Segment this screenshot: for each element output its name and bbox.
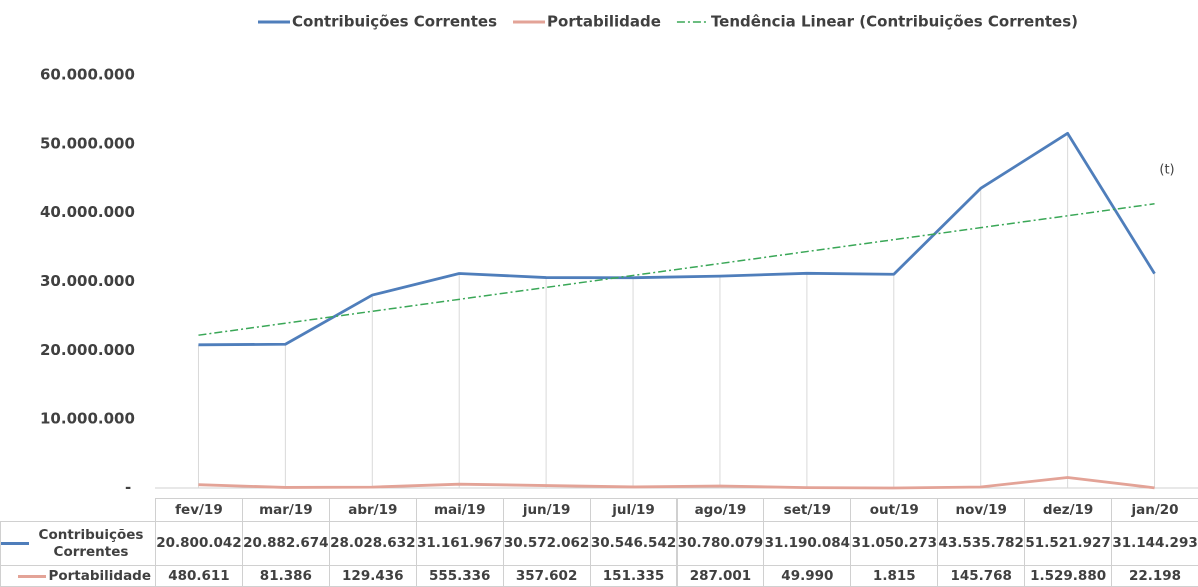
table-header: ago/19 xyxy=(676,498,765,522)
legend-label: Contribuições Correntes xyxy=(292,13,497,31)
legend-item: Contribuições Correntes xyxy=(258,13,497,31)
table-header: mar/19 xyxy=(241,498,330,522)
series-line xyxy=(198,203,1155,336)
y-tick-label: 10.000.000 xyxy=(40,410,135,428)
row-swatch xyxy=(1,542,29,545)
y-tick-label: 40.000.000 xyxy=(40,203,135,221)
y-tick-label: - xyxy=(125,479,131,497)
table-value: 1.529.880 xyxy=(1024,565,1113,587)
table-value: 31.050.273 xyxy=(850,521,939,566)
table-value: 28.028.632 xyxy=(328,521,417,566)
table-value: 30.780.079 xyxy=(676,521,765,566)
table-value: 20.882.674 xyxy=(241,521,330,566)
table-header: jan/20 xyxy=(1111,498,1198,522)
table-header: out/19 xyxy=(850,498,939,522)
table-value: 31.161.967 xyxy=(415,521,504,566)
table-value: 20.800.042 xyxy=(155,521,243,566)
legend-item: Portabilidade xyxy=(513,13,661,31)
table-value: 81.386 xyxy=(241,565,330,587)
row-label: Contribuições Correntes xyxy=(0,521,156,566)
table-header: abr/19 xyxy=(328,498,417,522)
table-value: 357.602 xyxy=(502,565,591,587)
table-header: jul/19 xyxy=(589,498,678,522)
table-value: 1.815 xyxy=(850,565,939,587)
table-value: 30.572.062 xyxy=(502,521,591,566)
annotation: (t) xyxy=(1159,163,1174,178)
table-value: 287.001 xyxy=(676,565,765,587)
row-label: Portabilidade xyxy=(0,565,156,587)
y-tick-label: 50.000.000 xyxy=(40,134,135,152)
table-header: nov/19 xyxy=(937,498,1026,522)
table-value: 129.436 xyxy=(328,565,417,587)
row-label-text: Contribuições Correntes xyxy=(38,526,144,560)
legend-label: Tendência Linear (Contribuições Corrente… xyxy=(711,13,1078,31)
series-line xyxy=(198,476,1155,490)
table-header: jun/19 xyxy=(502,498,591,522)
table-header: dez/19 xyxy=(1024,498,1113,522)
row-label-text: Portabilidade xyxy=(48,567,151,584)
table-header: set/19 xyxy=(763,498,852,522)
table-header: fev/19 xyxy=(155,498,243,522)
table-value: 480.611 xyxy=(155,565,243,587)
table-value: 43.535.782 xyxy=(937,521,1026,566)
table-value: 555.336 xyxy=(415,565,504,587)
table-value: 151.335 xyxy=(589,565,678,587)
table-value: 31.190.084 xyxy=(763,521,852,566)
y-tick-label: 60.000.000 xyxy=(40,66,135,84)
y-tick-label: 20.000.000 xyxy=(40,341,135,359)
legend-label: Portabilidade xyxy=(547,13,661,31)
row-swatch xyxy=(18,574,47,578)
table-value: 145.768 xyxy=(937,565,1026,587)
y-tick-label: 30.000.000 xyxy=(40,272,135,290)
table-header: mai/19 xyxy=(415,498,504,522)
table-value: 49.990 xyxy=(763,565,852,587)
legend-item: Tendência Linear (Contribuições Corrente… xyxy=(676,13,1078,31)
table-value: 51.521.927 xyxy=(1024,521,1113,566)
series-line xyxy=(198,131,1156,347)
table-value: 31.144.293 xyxy=(1111,521,1198,566)
table-value: 30.546.542 xyxy=(589,521,678,566)
table-value: 22.198 xyxy=(1111,565,1198,587)
